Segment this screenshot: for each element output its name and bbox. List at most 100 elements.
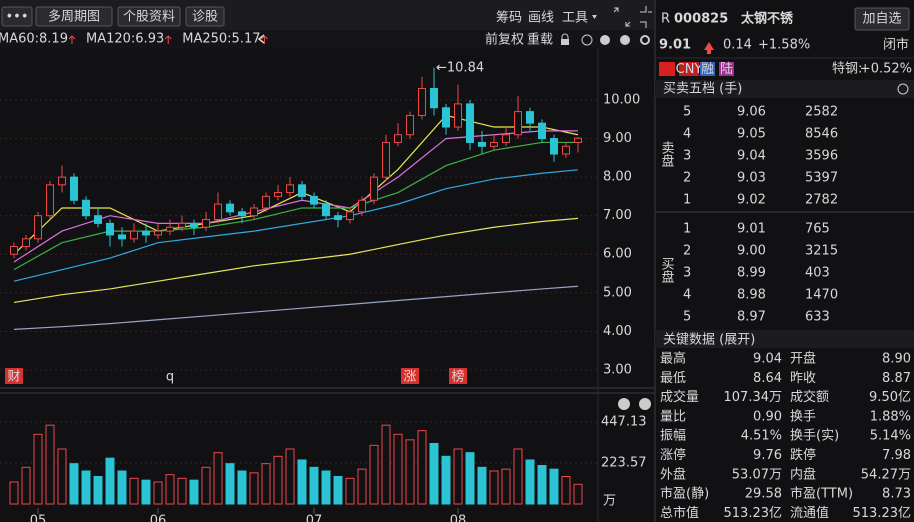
toolbar-tool: 筹码 [496, 10, 522, 26]
candle-body [202, 219, 210, 228]
candle-body [22, 238, 30, 248]
toolbar-button[interactable] [117, 6, 181, 27]
candle-body [58, 176, 66, 186]
candle-body [106, 222, 114, 236]
candle-body [274, 192, 282, 197]
volume-bar [129, 477, 139, 505]
sector-change: +0.52% [860, 62, 912, 77]
key-data-value: 1.88% [870, 409, 911, 424]
legend-arrow [68, 35, 76, 44]
key-data-value: 513.23亿 [853, 506, 912, 521]
key-data-value: 513.23亿 [724, 506, 783, 521]
book-volume: 1470 [805, 288, 838, 303]
key-data-label: 振幅 [660, 429, 686, 444]
key-data-label: 总市值 [660, 505, 699, 521]
candle-body [334, 215, 342, 221]
up-arrow [704, 42, 714, 54]
key-data-value: 8.64 [753, 371, 782, 386]
remove-icon[interactable] [639, 398, 651, 410]
chart-option: 重载 [527, 32, 553, 48]
event-marker[interactable] [401, 368, 419, 384]
y-tick-label: 9.00 [603, 131, 632, 146]
candle-body [430, 87, 438, 109]
lock-icon[interactable] [561, 39, 569, 45]
candle-body [370, 176, 378, 201]
volume-bar [81, 470, 91, 505]
candle-body [466, 103, 474, 143]
volume-bar [393, 433, 403, 505]
candle-body [394, 134, 402, 143]
event-marker[interactable] [5, 368, 23, 384]
volume-bar [225, 463, 235, 505]
book-price: 8.97 [737, 310, 766, 325]
y-tick-label: 6.00 [603, 247, 632, 262]
y-tick-label: 223.57 [601, 456, 647, 471]
candle-body [418, 87, 426, 116]
y-tick-label: 8.00 [603, 170, 632, 185]
key-data-value: 54.27万 [861, 467, 911, 482]
event-marker[interactable] [449, 368, 467, 384]
candle-body [250, 207, 258, 217]
volume-bar [345, 477, 355, 505]
watchlist-button-label: 加自选 [862, 12, 901, 27]
volume-bar [273, 455, 283, 505]
book-level: 3 [683, 266, 691, 281]
volume-bar [561, 476, 571, 505]
stock-code: 000825 [674, 12, 728, 27]
ma-line [13, 217, 579, 304]
book-settings-icon[interactable] [897, 83, 909, 95]
toolbar-button[interactable] [35, 6, 113, 27]
y-tick-label: 5.00 [603, 285, 632, 300]
collapse-icon[interactable] [257, 34, 265, 44]
key-data-label: 最高 [660, 351, 686, 367]
volume-bar [489, 470, 499, 505]
candle-body [574, 137, 582, 143]
event-marker-label: 涨 [403, 370, 416, 385]
close-icon[interactable] [618, 398, 630, 410]
dropdown-icon[interactable] [592, 15, 597, 19]
settings-icon[interactable] [640, 35, 650, 45]
book-level: 5 [683, 310, 691, 325]
toolbar-button[interactable] [1, 6, 33, 27]
y-tick-label: 7.00 [603, 208, 632, 223]
volume-bar [453, 448, 463, 505]
chart-option: 前复权 [485, 32, 524, 48]
volume-bar [141, 479, 151, 505]
key-data-value: 107.34万 [724, 390, 783, 405]
stock-tag-label: 陆 [720, 61, 733, 77]
market-status: 闭市 [883, 37, 909, 53]
key-data-label: 流通值 [790, 505, 829, 521]
flag-icon [659, 62, 675, 76]
candle-body [214, 203, 222, 221]
key-data-label: 市盈(静) [660, 486, 709, 502]
key-data-value: 9.04 [753, 352, 782, 367]
key-header [655, 330, 914, 348]
high-annotation: ←10.84 [436, 61, 484, 76]
book-level: 3 [683, 149, 691, 164]
book-price: 9.03 [737, 171, 766, 186]
candle-body [310, 195, 318, 205]
candle-body [118, 234, 126, 240]
window-icon[interactable] [640, 6, 652, 28]
candle-body [382, 141, 390, 178]
candle-body [562, 145, 570, 155]
key-data-label: 量比 [660, 409, 686, 424]
volume-bar [465, 452, 475, 505]
volume-bar [501, 468, 511, 505]
key-data-value: 9.50亿 [869, 390, 911, 405]
volume-bar [441, 455, 451, 505]
x-tick-label: 06 [150, 514, 167, 522]
expand-icon[interactable] [613, 7, 631, 27]
zoom-out-icon[interactable] [620, 35, 630, 45]
volume-bar [333, 476, 343, 505]
zoom-in-icon[interactable] [600, 35, 610, 45]
watchlist-button[interactable] [854, 7, 910, 31]
candle-body [34, 215, 42, 240]
volume-bar [45, 424, 55, 505]
key-data-label: 开盘 [790, 351, 816, 367]
book-title: 买卖五档 (手) [663, 82, 742, 97]
close-icon[interactable] [581, 34, 593, 46]
volume-bar [417, 430, 427, 505]
toolbar-button[interactable] [185, 6, 225, 27]
